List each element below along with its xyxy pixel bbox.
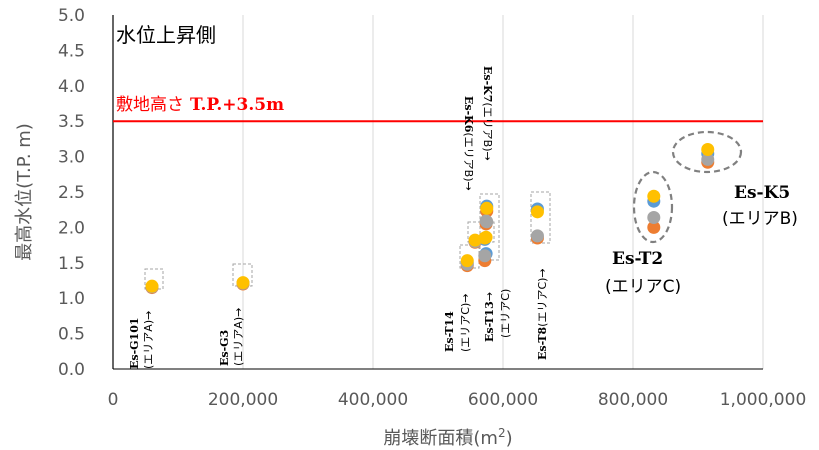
- y-tick-label: 4.0: [58, 77, 85, 97]
- annotation-es-t13: Es-T13→ (エリアC): [483, 289, 512, 342]
- data-markers: [145, 143, 715, 295]
- data-point: [460, 254, 474, 268]
- annotation-area: (エリアA)→: [232, 308, 245, 366]
- plot-grid: [112, 15, 764, 369]
- annotation-area: (エリアA)→: [142, 311, 155, 369]
- y-tick-labels: 0.0 0.5 1.0 1.5 2.0 2.5 3.0 3.5 4.0 4.5 5.0: [58, 6, 85, 380]
- y-tick-label: 5.0: [58, 6, 85, 26]
- annotation-es-k7: Es-K7(エリアB)→: [481, 66, 494, 161]
- annotation-es-t2-area: (エリアC): [605, 277, 681, 297]
- annotation-area-text: (エリアB)→: [481, 102, 494, 160]
- annotation-es-k6: Es-K6(エリアB)→: [462, 96, 475, 191]
- highlight-ellipse: [671, 130, 743, 174]
- data-point: [647, 189, 661, 203]
- data-point: [468, 233, 482, 247]
- x-tick-label: 800,000: [598, 390, 668, 410]
- annotation-name: Es-K7(エリアB)→: [481, 66, 494, 161]
- annotation-name: Es-T13→: [483, 292, 496, 342]
- data-point: [530, 229, 544, 243]
- highlight-ellipses: [632, 130, 743, 244]
- y-tick-label: 3.0: [58, 148, 85, 168]
- annotation-es-g3: Es-G3 (エリアA)→: [218, 308, 245, 366]
- annotation-area-2: (エリアC): [499, 289, 512, 338]
- data-point: [647, 220, 661, 234]
- data-point: [701, 143, 715, 157]
- x-tick-label: 1,000,000: [720, 390, 807, 410]
- data-point: [478, 249, 492, 263]
- data-point: [480, 201, 494, 215]
- highlight-box: [479, 193, 500, 261]
- y-tick-label: 0.0: [58, 360, 85, 380]
- x-tick-label: 600,000: [468, 390, 538, 410]
- y-tick-label: 0.5: [58, 325, 85, 345]
- annotation-area-text: →: [483, 292, 496, 301]
- data-point: [479, 214, 493, 228]
- x-tick-label: 200,000: [208, 390, 278, 410]
- data-point: [647, 210, 661, 224]
- data-point: [236, 276, 250, 290]
- annotation-es-k5-area: (エリアB): [722, 209, 798, 229]
- x-tick-label: 0: [108, 390, 119, 410]
- annotation-es-k5-name: Es-K5: [734, 183, 790, 203]
- y-axis-title: 最高水位(T.P. m): [14, 123, 35, 261]
- annotation-es-g101: Es-G101 (エリアA)→: [128, 311, 155, 369]
- annotation-area: (エリアC)→: [459, 294, 472, 352]
- y-tick-label: 2.5: [58, 183, 85, 203]
- annotation-name: Es-K6(エリアB)→: [462, 96, 475, 191]
- annotation-name-text: Es-T13: [483, 301, 496, 342]
- reference-line-label-jp: 敷地高さ: [116, 95, 184, 115]
- reference-line-label-value: T.P.+3.5m: [190, 95, 284, 115]
- annotation-es-t14: Es-T14 (エリアC)→: [443, 294, 472, 352]
- x-axis-title-tail: ): [506, 428, 513, 449]
- y-tick-label: 1.5: [58, 254, 85, 274]
- annotation-name: Es-G3: [218, 330, 231, 366]
- x-tick-label: 400,000: [338, 390, 408, 410]
- y-tick-label: 4.5: [58, 41, 85, 61]
- x-axis-title-main: 崩壊断面積(m: [383, 428, 498, 449]
- reference-line-label: 敷地高さ T.P.+3.5m: [116, 95, 284, 115]
- highlight-ellipse: [632, 170, 674, 244]
- data-point: [145, 279, 159, 293]
- annotation-name: Es-T8(エリアC)→: [536, 268, 549, 360]
- annotation-es-t2-name: Es-T2: [612, 249, 663, 269]
- annotation-name-text: Es-K7: [481, 66, 494, 102]
- x-axis-title: 崩壊断面積(m2): [383, 426, 512, 449]
- point-annotations: Es-G101 (エリアA)→ Es-G3 (エリアA)→ Es-T14 (エリ…: [128, 66, 798, 369]
- y-tick-label: 1.0: [58, 289, 85, 309]
- annotation-area-text: (エリアB)→: [462, 132, 475, 190]
- annotation-area-text: (エリアC)→: [536, 268, 549, 326]
- annotation-name: Es-G101: [128, 318, 141, 370]
- annotation-name-text: Es-T8: [536, 326, 549, 360]
- x-tick-labels: 0 200,000 400,000 600,000 800,000 1,000,000: [108, 390, 807, 410]
- annotation-name-text: Es-K6: [462, 96, 475, 133]
- data-point: [479, 230, 493, 244]
- data-point: [701, 152, 715, 166]
- panel-label: 水位上昇側: [116, 23, 216, 47]
- annotation-name: Es-T14: [443, 311, 456, 352]
- x-axis-title-sup: 2: [498, 426, 506, 440]
- y-tick-label: 3.5: [58, 112, 85, 132]
- data-point: [530, 205, 544, 219]
- annotation-es-t8: Es-T8(エリアC)→: [536, 268, 549, 360]
- y-tick-label: 2.0: [58, 218, 85, 238]
